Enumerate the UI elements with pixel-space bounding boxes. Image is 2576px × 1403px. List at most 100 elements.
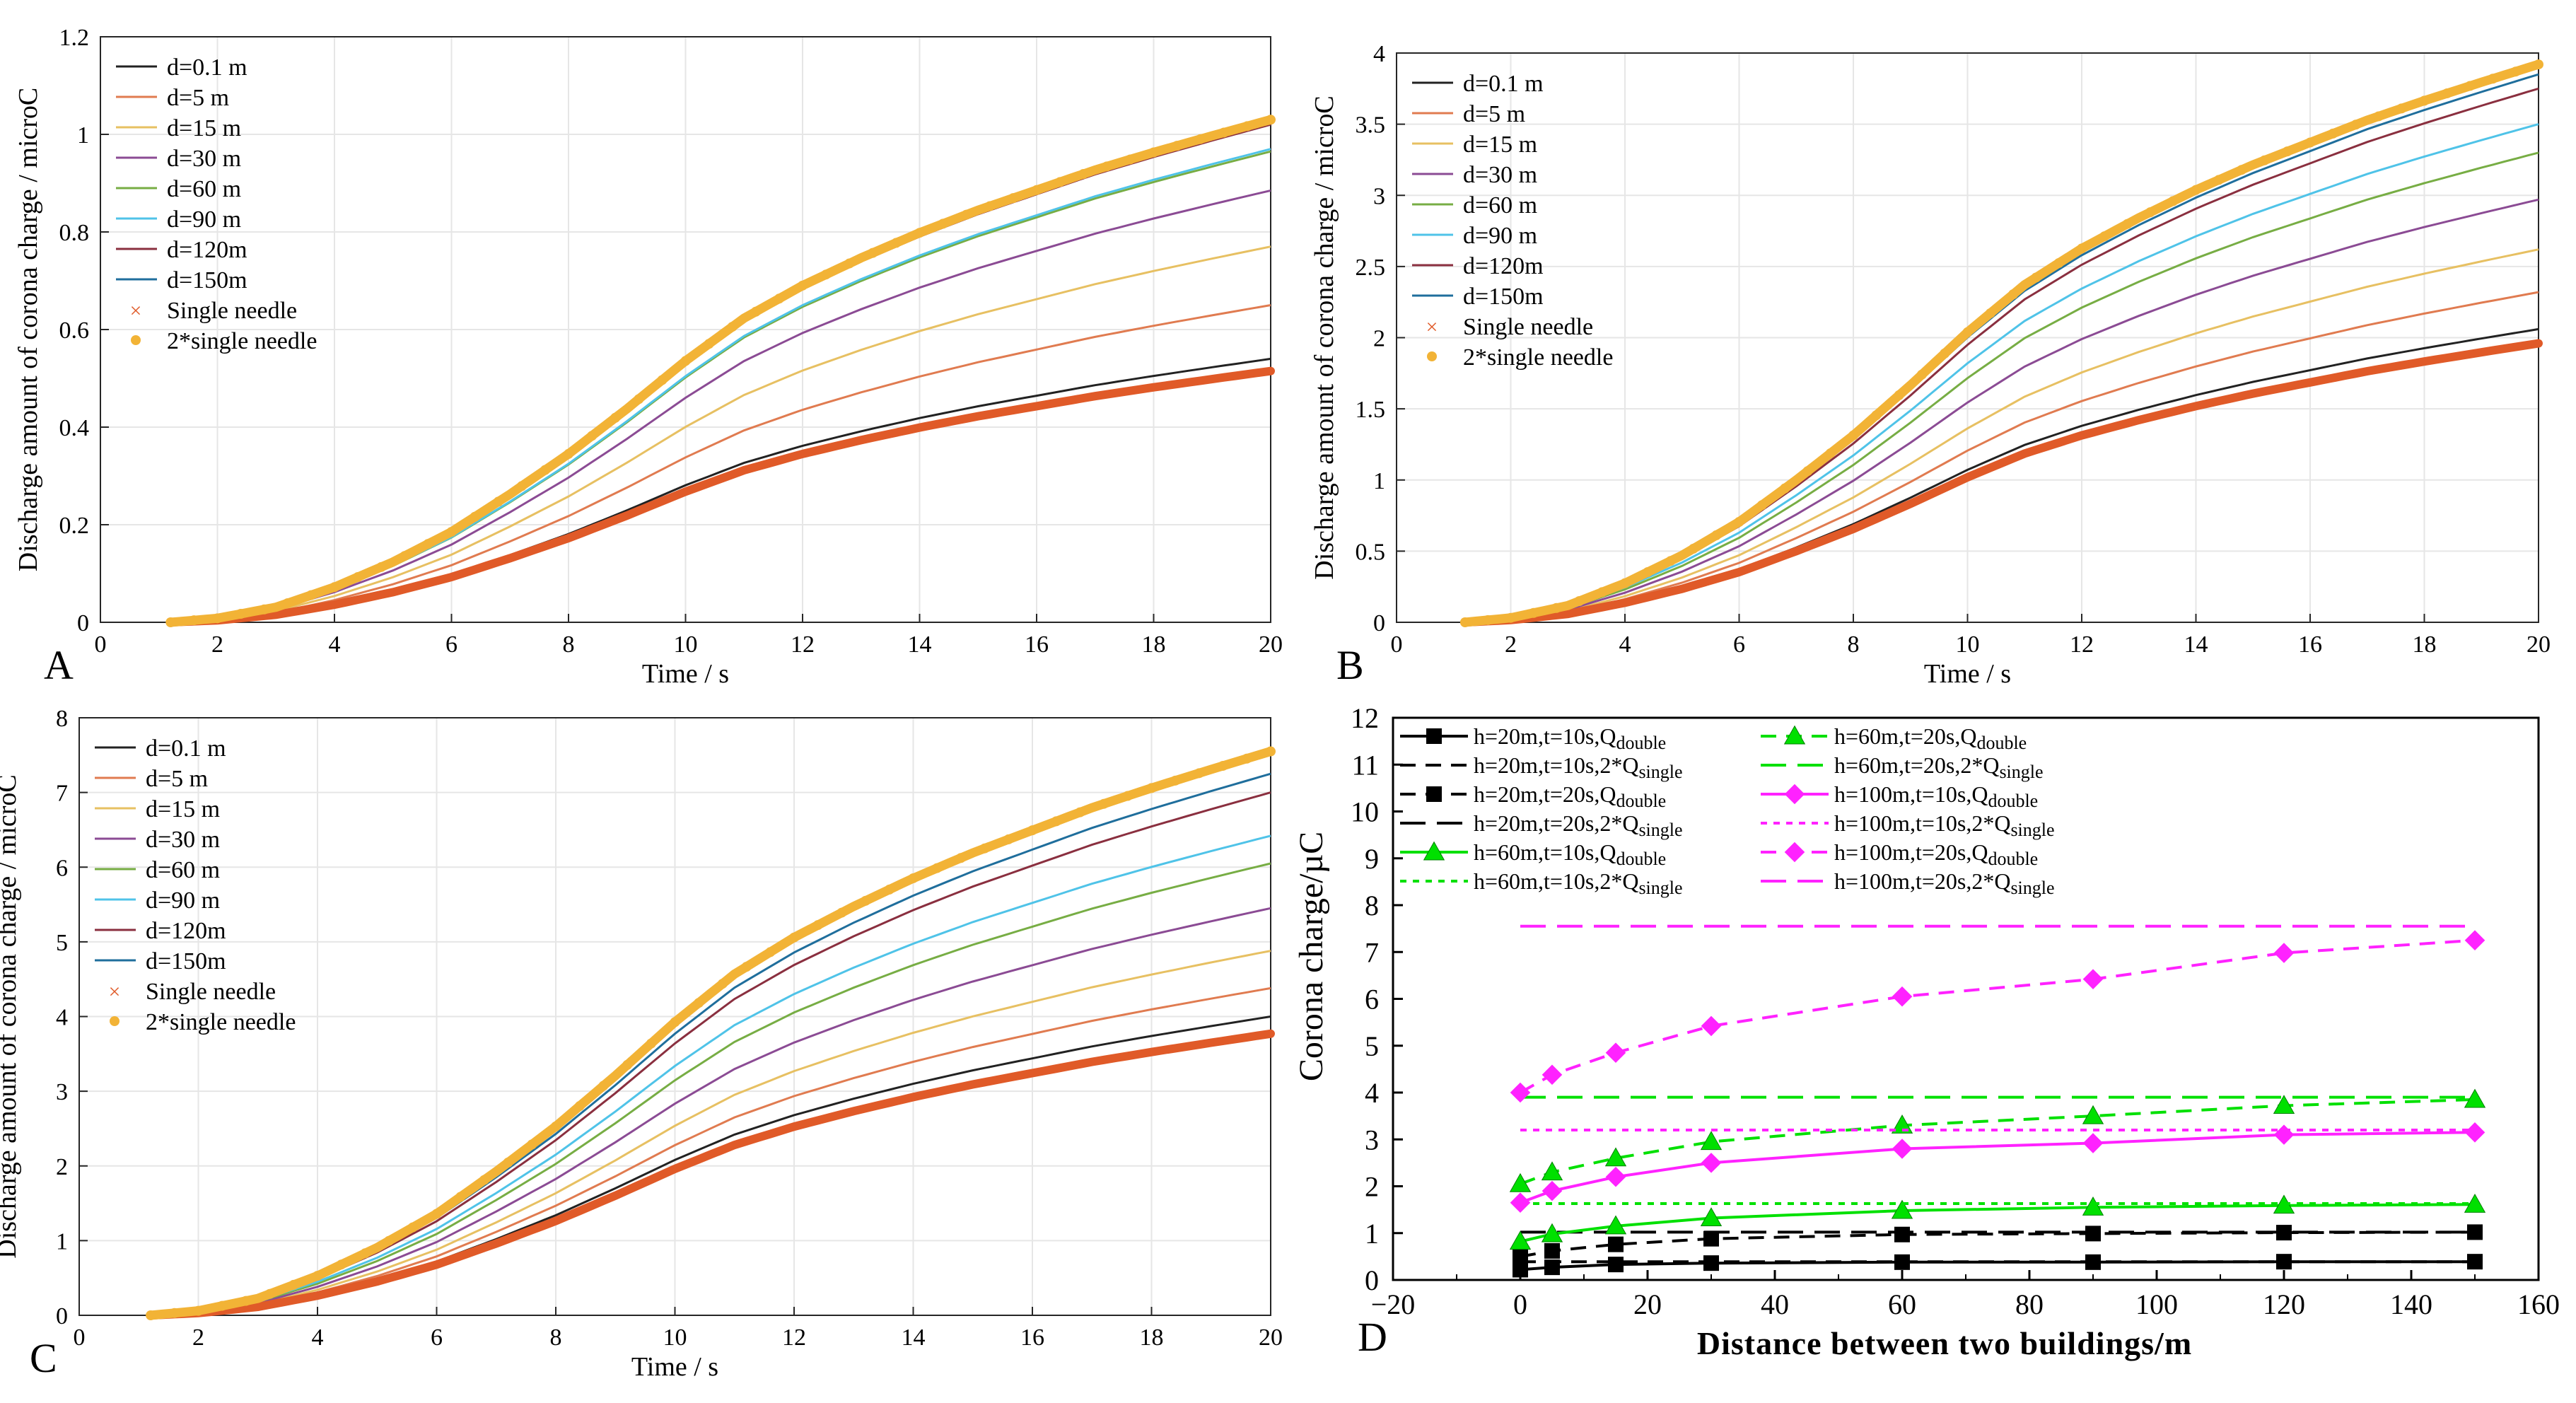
series-marker <box>146 1310 156 1320</box>
legend-label: d=5 m <box>167 85 229 111</box>
series-marker <box>217 1300 228 1311</box>
x-tick-label: 2 <box>1505 631 1517 658</box>
series-marker <box>1756 500 1767 511</box>
x-tick-label: 20 <box>2527 631 2551 658</box>
data-marker-diamond <box>1605 1166 1626 1187</box>
legend-marker-x: × <box>109 980 121 1003</box>
y-tick-label: 12 <box>1351 702 1379 734</box>
series-marker <box>1194 768 1204 779</box>
data-marker-diamond <box>1605 1042 1626 1063</box>
data-marker-diamond <box>2273 1124 2295 1145</box>
data-marker-diamond <box>1541 1180 1563 1201</box>
series-marker <box>1551 602 1562 613</box>
series-marker <box>1102 161 1112 172</box>
series-marker <box>1027 825 1037 836</box>
legend-label: h=20m,t=20s,Qdouble <box>1474 781 1666 811</box>
series-line <box>1464 198 2539 624</box>
series-marker <box>289 1279 299 1290</box>
series-marker <box>2419 95 2430 106</box>
series-line <box>1520 1203 2476 1243</box>
data-marker-triangle <box>1783 725 1806 745</box>
legend-marker-x: × <box>130 299 142 322</box>
y-tick-label: 6 <box>56 855 68 881</box>
series-marker <box>634 394 644 404</box>
legend-label: d=30 m <box>1463 162 1537 188</box>
y-tick-label: 0.4 <box>59 415 90 441</box>
x-tick-label: 10 <box>663 1325 687 1351</box>
x-tick-label: 0 <box>74 1325 86 1351</box>
y-tick-label: 0.6 <box>59 318 90 344</box>
series-marker <box>812 920 823 931</box>
series-marker <box>1620 578 1630 588</box>
series-marker <box>646 1038 656 1049</box>
series-marker <box>574 1101 585 1112</box>
series-marker <box>2008 289 2019 300</box>
y-tick-label: 1 <box>77 122 89 149</box>
data-marker-diamond <box>1784 842 1805 863</box>
x-tick-label: 8 <box>550 1325 562 1351</box>
data-marker-diamond <box>2464 930 2485 950</box>
x-tick-label: 20 <box>1259 631 1283 658</box>
y-tick-label: 1 <box>1365 1218 1379 1250</box>
legend: h=20m,t=10s,Qdoubleh=20m,t=10s,2*Qsingle… <box>1400 723 2055 898</box>
data-marker-square <box>1544 1259 1560 1276</box>
y-axis-label: Discharge amount of corona charge / micr… <box>0 774 22 1258</box>
series-line <box>150 834 1271 1317</box>
series-marker <box>844 258 855 269</box>
series-marker <box>1780 483 1790 494</box>
series-marker <box>2396 103 2407 114</box>
y-tick-label: 0 <box>1373 610 1385 636</box>
series-marker <box>353 572 363 583</box>
series-marker <box>240 1296 251 1306</box>
series-marker <box>2305 137 2315 148</box>
series-marker <box>516 481 527 491</box>
data-marker-square <box>1608 1236 1624 1252</box>
series-marker <box>2213 175 2224 185</box>
series-marker <box>1848 430 1858 441</box>
panel-label-c: C <box>30 1335 57 1381</box>
legend-label: 2*single needle <box>167 328 317 354</box>
data-marker-diamond <box>1541 1064 1563 1085</box>
y-tick-label: 11 <box>1351 749 1379 781</box>
y-tick-label: 0 <box>1365 1264 1379 1296</box>
series-marker <box>400 551 410 561</box>
y-tick-label: 1 <box>1373 468 1385 494</box>
y-tick-label: 7 <box>1365 936 1379 968</box>
series-marker <box>2488 74 2498 84</box>
data-marker-triangle <box>1700 1131 1723 1151</box>
x-tick-label: 4 <box>312 1325 324 1351</box>
legend-label: d=90 m <box>146 887 220 914</box>
series-line <box>170 245 1271 624</box>
series-line <box>1464 151 2539 624</box>
legend-marker-x: × <box>1426 315 1438 339</box>
data-marker-square <box>1513 1262 1528 1278</box>
series-marker <box>821 269 832 280</box>
chart-panel-a: 0 2 4 6 8 10 12 14 16 18 20 0 0.2 0.4 0.6 0.8 1 1.2 Time /… <box>13 25 1283 689</box>
x-tick-label: 12 <box>782 1325 806 1351</box>
series-marker <box>330 582 339 593</box>
series-marker <box>551 1121 561 1131</box>
data-marker-diamond <box>1892 1139 1913 1159</box>
series-line <box>170 148 1271 624</box>
legend-label: h=20m,t=10s,2*Qsingle <box>1474 752 1683 782</box>
y-tick-label: 1.2 <box>59 25 90 51</box>
series-marker <box>2122 219 2133 229</box>
series-marker <box>1802 466 1813 477</box>
series-marker <box>657 375 668 385</box>
series-marker <box>1962 327 1973 337</box>
series-marker <box>727 322 738 332</box>
x-tick-label: 18 <box>1140 1325 1164 1351</box>
data-marker-triangle <box>2273 1095 2295 1114</box>
series-marker <box>1985 308 1995 318</box>
legend-label: h=100m,t=20s,2*Qsingle <box>1834 868 2055 898</box>
x-tick-label: 80 <box>2015 1288 2044 1320</box>
legend-label: d=90 m <box>167 206 241 233</box>
series-marker <box>479 1175 489 1185</box>
x-tick-label: 10 <box>1956 631 1980 658</box>
legend-subscript: single <box>1638 878 1682 898</box>
data-marker-triangle <box>1509 1172 1532 1192</box>
data-marker-triangle <box>2464 1194 2486 1213</box>
x-axis-label: Distance between two buildings/m <box>1697 1325 2192 1361</box>
series-marker <box>598 1081 609 1091</box>
